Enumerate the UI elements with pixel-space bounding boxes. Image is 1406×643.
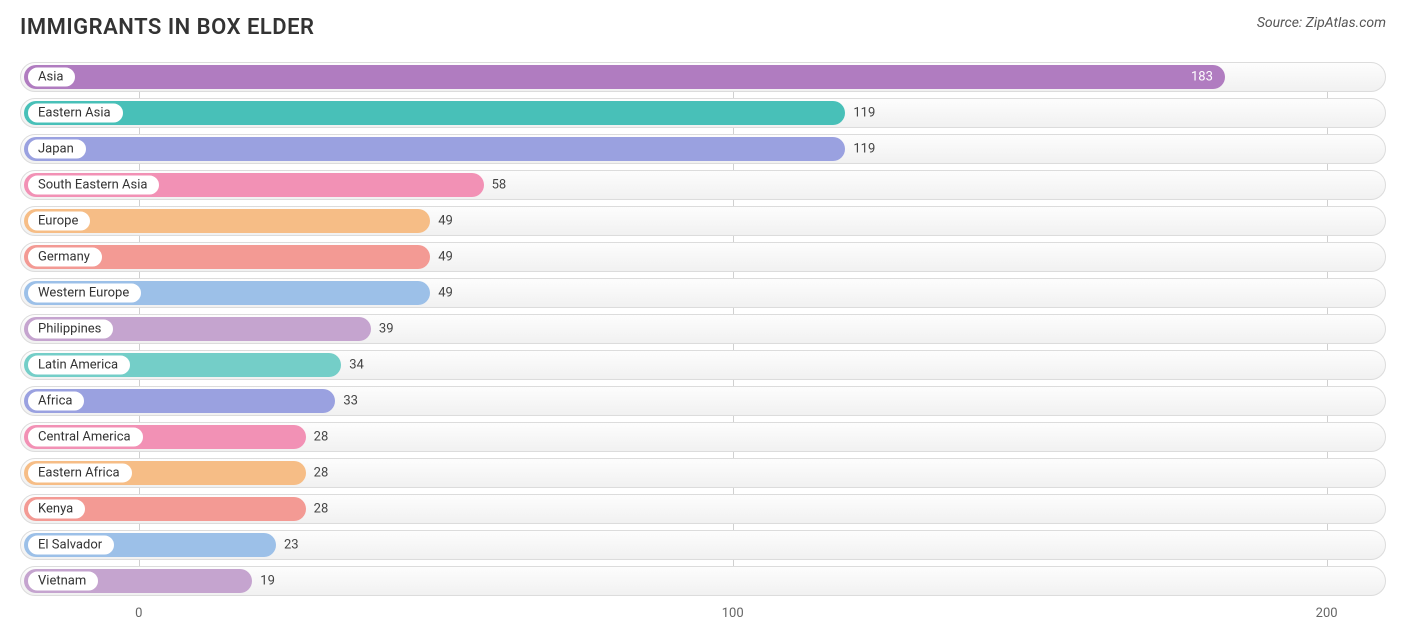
bar-value: 119 (853, 106, 875, 121)
bar-label: Europe (27, 211, 91, 232)
bar-label: Central America (27, 427, 144, 448)
bar-label: Eastern Africa (27, 463, 133, 484)
bar-row: Central America 28 (20, 422, 1386, 452)
x-tick-label: 0 (135, 606, 142, 621)
bar-value: 119 (853, 142, 875, 157)
bar-row: 183 Asia (20, 62, 1386, 92)
chart-source: Source: ZipAtlas.com (1257, 15, 1386, 31)
bar-row: South Eastern Asia 58 (20, 170, 1386, 200)
bar-label: Philippines (27, 319, 114, 340)
bar-value: 58 (492, 178, 507, 193)
bar-value: 34 (349, 358, 364, 373)
bar-fill: 183 (24, 65, 1225, 89)
bar-value: 33 (343, 394, 358, 409)
bar-fill (24, 137, 845, 161)
bar-label: Western Europe (27, 283, 142, 304)
bar-row: Japan 119 (20, 134, 1386, 164)
bar-value: 183 (1191, 70, 1213, 85)
bar-label: El Salvador (27, 535, 115, 556)
bar-label: Africa (27, 391, 85, 412)
bar-row: Germany 49 (20, 242, 1386, 272)
bar-chart: 183 Asia Eastern Asia 119 Japan 119 South East… (20, 62, 1386, 626)
bar-row: Philippines 39 (20, 314, 1386, 344)
bar-row: Western Europe 49 (20, 278, 1386, 308)
chart-header: IMMIGRANTS IN BOX ELDER Source: ZipAtlas… (20, 15, 1386, 40)
bar-fill (24, 101, 845, 125)
bar-row: El Salvador 23 (20, 530, 1386, 560)
bar-row: Eastern Africa 28 (20, 458, 1386, 488)
bar-label: South Eastern Asia (27, 175, 160, 196)
bar-value: 28 (314, 430, 329, 445)
bar-row: Africa 33 (20, 386, 1386, 416)
bar-label: Vietnam (27, 571, 99, 592)
bar-list: 183 Asia Eastern Asia 119 Japan 119 South East… (20, 62, 1386, 596)
bar-value: 23 (284, 538, 299, 553)
bar-label: Asia (27, 67, 76, 88)
bar-label: Latin America (27, 355, 131, 376)
chart-title: IMMIGRANTS IN BOX ELDER (20, 15, 314, 40)
bar-row: Vietnam 19 (20, 566, 1386, 596)
bar-value: 28 (314, 502, 329, 517)
bar-value: 49 (438, 286, 453, 301)
bar-value: 19 (260, 574, 275, 589)
bar-row: Eastern Asia 119 (20, 98, 1386, 128)
x-axis: 0 100 200 (20, 602, 1386, 626)
bar-value: 39 (379, 322, 394, 337)
bar-label: Germany (27, 247, 103, 268)
bar-row: Europe 49 (20, 206, 1386, 236)
bar-value: 28 (314, 466, 329, 481)
bar-label: Eastern Asia (27, 103, 124, 124)
bar-value: 49 (438, 250, 453, 265)
bar-row: Latin America 34 (20, 350, 1386, 380)
bar-value: 49 (438, 214, 453, 229)
x-tick-label: 200 (1316, 606, 1338, 621)
x-tick-label: 100 (722, 606, 744, 621)
bar-row: Kenya 28 (20, 494, 1386, 524)
bar-label: Kenya (27, 499, 86, 520)
bar-label: Japan (27, 139, 87, 160)
